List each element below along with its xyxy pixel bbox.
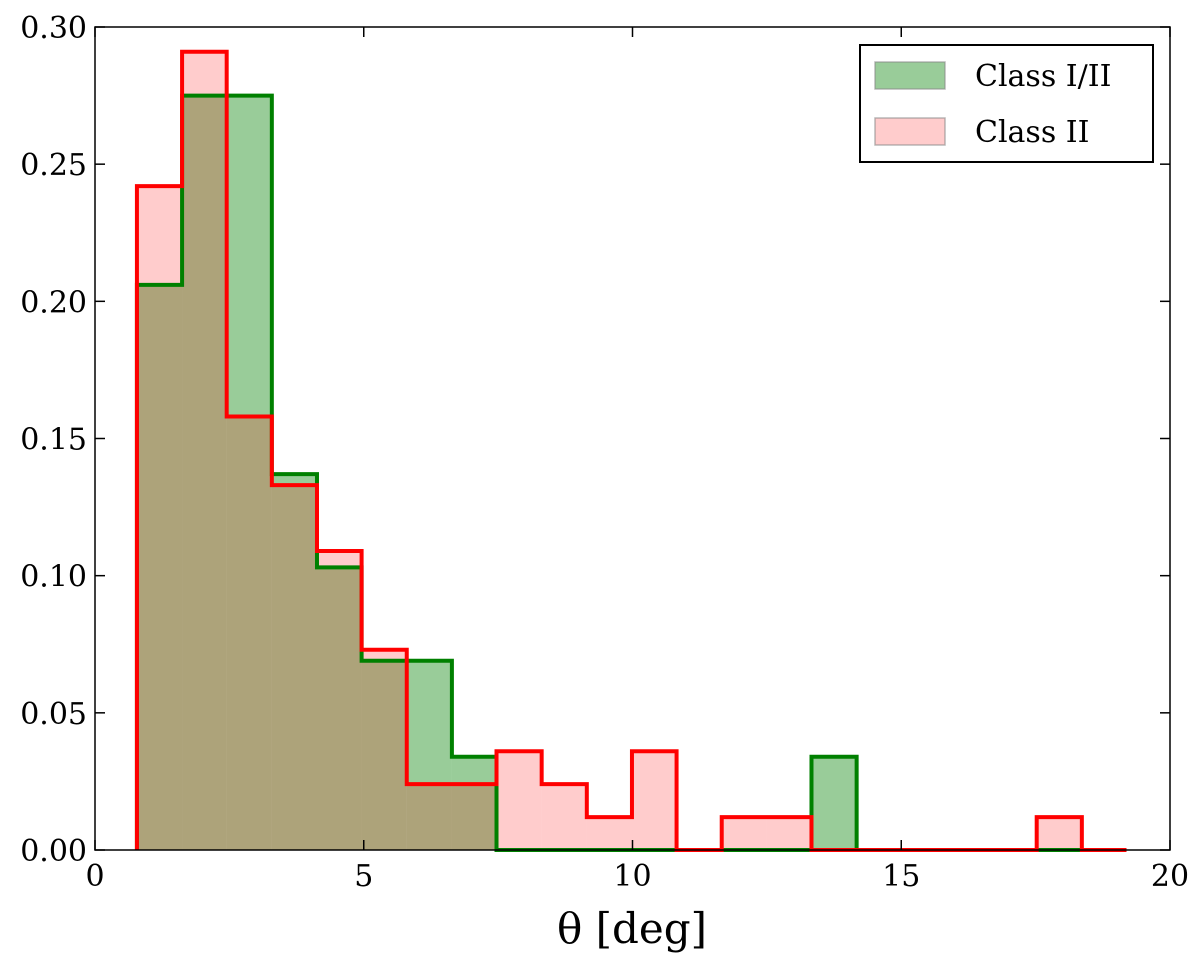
histogram-bar	[316, 567, 362, 850]
histogram-bar	[451, 756, 497, 850]
histogram-bar	[361, 649, 407, 850]
histogram-bar	[182, 51, 227, 850]
histogram-bar	[586, 817, 632, 850]
histogram-bar	[226, 95, 272, 851]
x-tick-label: 10	[613, 859, 651, 894]
histogram-bar	[1036, 817, 1082, 850]
histogram-bar	[182, 95, 227, 851]
histogram-bar	[361, 660, 407, 850]
histogram-bar	[541, 784, 587, 850]
histogram-bar	[766, 817, 812, 850]
histogram-bar	[406, 660, 452, 850]
x-tick-label: 20	[1151, 859, 1189, 894]
histogram-bar	[316, 550, 362, 850]
histogram-bar	[811, 756, 857, 850]
legend-swatch	[874, 117, 946, 146]
histogram-bar	[271, 474, 317, 850]
x-tick-label: 15	[882, 859, 920, 894]
histogram-bar	[271, 485, 317, 850]
legend-swatch	[874, 61, 946, 90]
y-tick-label: 0.15	[20, 423, 87, 458]
legend-label: Class I/II	[975, 59, 1111, 94]
histogram-bar	[136, 284, 183, 851]
histogram-bar	[226, 416, 272, 850]
x-axis-label: θ [deg]	[557, 904, 707, 953]
legend: Class I/II Class II	[859, 44, 1154, 163]
histogram-bar	[451, 784, 497, 850]
y-tick-label: 0.05	[20, 697, 87, 732]
y-tick-label: 0.25	[20, 148, 87, 183]
x-tick-label: 0	[85, 859, 104, 894]
x-tick-label: 5	[354, 859, 373, 894]
histogram-bar	[496, 751, 542, 850]
y-tick-label: 0.20	[20, 285, 87, 320]
legend-label: Class II	[975, 115, 1089, 150]
legend-box	[859, 44, 1154, 163]
y-tick-label: 0.30	[20, 11, 87, 46]
histogram-bar	[721, 817, 767, 850]
y-tick-label: 0.00	[20, 834, 87, 869]
histogram-bar	[406, 784, 452, 850]
y-tick-label: 0.10	[20, 560, 87, 595]
histogram-bar	[631, 751, 677, 850]
histogram-bar	[136, 186, 183, 850]
